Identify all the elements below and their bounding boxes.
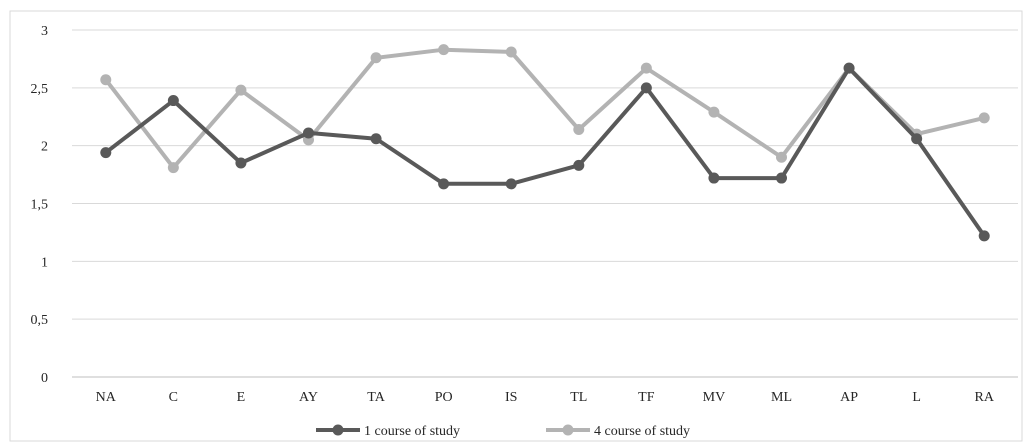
data-point (167, 162, 179, 174)
legend-label: 1 course of study (364, 424, 460, 439)
x-axis-ticks: NA C E AY TA PO IS TL TF MV ML AP L RA (96, 390, 995, 405)
y-tick-label: 1,5 (31, 198, 49, 213)
chart-border (9, 10, 1023, 442)
x-tick-label: PO (435, 390, 453, 405)
y-tick-label: 3 (41, 24, 48, 39)
series-layer (100, 44, 990, 242)
data-point (370, 133, 382, 145)
legend-item-2: 4 course of study (546, 424, 690, 439)
data-point (776, 172, 787, 184)
x-tick-label: RA (974, 390, 994, 405)
x-tick-label: TA (367, 390, 385, 405)
y-tick-label: 0,5 (31, 313, 49, 328)
x-tick-label: ML (771, 390, 792, 405)
x-tick-label: TL (570, 390, 587, 405)
x-tick-label: C (169, 390, 178, 405)
data-point (708, 172, 720, 184)
x-tick-label: MV (703, 390, 726, 405)
data-point (640, 82, 652, 94)
x-tick-label: IS (505, 390, 517, 405)
data-point (370, 52, 382, 64)
legend-marker (562, 424, 574, 436)
x-tick-label: AP (840, 390, 858, 405)
data-point (573, 123, 585, 135)
data-point (640, 62, 652, 74)
data-point (708, 106, 720, 118)
y-tick-label: 2,5 (31, 82, 49, 97)
data-point (843, 62, 855, 74)
legend: 1 course of study 4 course of study (316, 424, 690, 439)
y-tick-label: 0 (41, 371, 48, 386)
x-tick-label: NA (96, 390, 117, 405)
gridlines (72, 29, 1018, 378)
data-point (978, 230, 990, 242)
data-point (505, 178, 517, 190)
x-tick-label: AY (299, 390, 318, 405)
legend-item-1: 1 course of study (316, 424, 460, 439)
legend-marker (332, 424, 344, 436)
data-point (573, 159, 585, 171)
y-tick-label: 1 (41, 255, 48, 270)
x-tick-label: TF (638, 390, 655, 405)
data-point (100, 74, 112, 86)
data-point (303, 127, 314, 139)
data-point (235, 157, 247, 169)
data-point (438, 178, 450, 190)
data-point (438, 44, 450, 56)
data-point (776, 151, 787, 163)
data-point (505, 46, 517, 58)
y-tick-label: 2 (41, 140, 48, 155)
y-axis-ticks: 0 0,5 1 1,5 2 2,5 3 (31, 24, 49, 386)
x-tick-label: L (912, 390, 921, 405)
series-line (103, 66, 987, 238)
data-point (978, 112, 990, 124)
data-point (235, 84, 247, 96)
x-tick-label: E (237, 390, 246, 405)
data-point (100, 147, 112, 159)
legend-label: 4 course of study (594, 424, 690, 439)
data-point (167, 95, 179, 107)
data-point (911, 133, 923, 145)
series-1 (100, 62, 990, 242)
